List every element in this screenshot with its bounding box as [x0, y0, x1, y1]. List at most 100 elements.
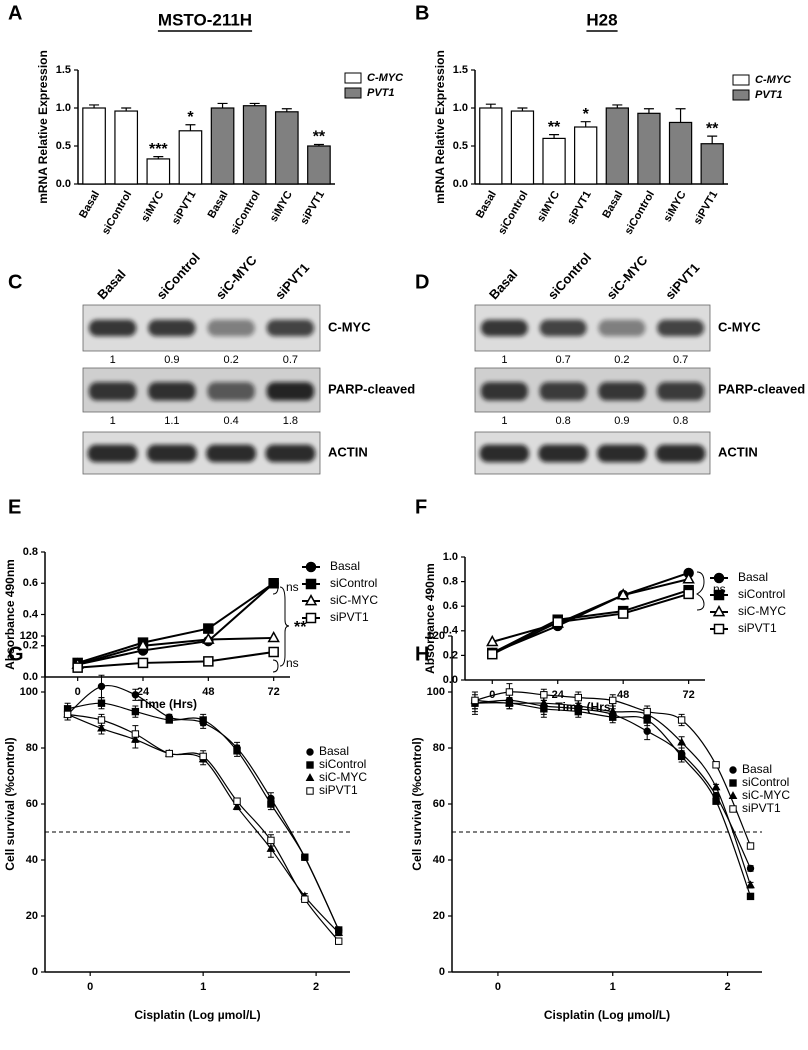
marker [131, 707, 140, 716]
blot-band [265, 444, 316, 463]
y-tick-label: 100 [427, 686, 445, 698]
bracket [272, 580, 290, 673]
legend-swatch [732, 89, 750, 101]
significance-label: *** [149, 141, 168, 158]
blot-band [148, 319, 196, 337]
y-tick-label: 0.0 [453, 178, 468, 190]
legend-label: siControl [330, 576, 377, 590]
y-tick-label: 1.5 [453, 64, 468, 76]
marker [137, 657, 149, 669]
y-axis-label: Absorbance 490nm [3, 559, 17, 670]
marker [268, 578, 279, 589]
line [491, 589, 689, 654]
error-bar [313, 143, 324, 146]
marker [267, 836, 275, 845]
error-bar [707, 135, 718, 144]
x-tick-label: 2 [313, 981, 319, 993]
band-quantification: 0.7 [283, 354, 298, 366]
band-quantification: 0.7 [673, 354, 688, 366]
legend-marker [305, 612, 317, 624]
x-tick-label: siPVT1 [692, 189, 721, 227]
marker [712, 761, 720, 769]
y-axis-label: Cell survival (%control) [410, 737, 424, 870]
x-tick-label: 1 [200, 981, 206, 993]
y-axis-label: Absorbance 490nm [423, 563, 437, 674]
legend-label: Basal [319, 744, 349, 758]
marker [136, 638, 150, 651]
marker [505, 698, 514, 707]
marker [199, 716, 207, 724]
marker [301, 853, 309, 861]
marker [232, 801, 242, 810]
x-tick-label: siMYC [268, 189, 295, 224]
marker [266, 843, 276, 852]
blot-band [206, 444, 257, 463]
band-quantification: 0.4 [223, 415, 238, 427]
legend-label: siControl [738, 587, 785, 601]
y-axis-label: Cell survival (%control) [3, 737, 17, 870]
significance-label: * [583, 106, 590, 123]
y-tick-label: 0.5 [453, 140, 468, 152]
marker [165, 749, 173, 758]
marker [301, 895, 309, 903]
x-tick-label: Basal [600, 189, 625, 220]
bar [307, 145, 331, 185]
legend-marker [306, 787, 314, 795]
legend-swatch [732, 74, 750, 86]
panel-letter: E [8, 496, 21, 518]
y-tick-label: 60 [26, 798, 38, 810]
marker [682, 572, 695, 584]
marker [573, 701, 583, 710]
marker [97, 716, 106, 724]
fit-curve [67, 713, 340, 942]
y-tick-label: 120 [427, 630, 445, 642]
marker [677, 716, 686, 724]
lane-label: siC-MYC [213, 252, 260, 302]
marker [616, 588, 630, 600]
marker [746, 892, 755, 901]
bar [178, 130, 203, 185]
panel-letter: G [8, 643, 24, 665]
y-tick-label: 40 [433, 854, 445, 866]
legend-label: Basal [742, 762, 772, 776]
blot-band [538, 444, 588, 463]
marker [746, 880, 755, 889]
error-bar [217, 102, 228, 108]
legend-label: siC-MYC [330, 593, 378, 607]
bar [114, 110, 139, 185]
line [491, 572, 689, 654]
significance-label: * [187, 109, 194, 126]
y-tick-label: 20 [433, 910, 445, 922]
legend-label: PVT1 [367, 87, 395, 99]
band-quantification: 1 [110, 415, 116, 427]
marker [131, 730, 140, 738]
marker [552, 616, 563, 628]
marker [471, 696, 479, 705]
blot-band [539, 382, 587, 401]
blot-band [480, 382, 528, 401]
legend-swatch [344, 72, 362, 84]
y-tick-label: 0.6 [443, 600, 458, 612]
marker [334, 927, 344, 936]
marker [609, 696, 617, 705]
band-quantification: 0.9 [614, 415, 629, 427]
y-tick-label: 0.6 [23, 577, 38, 589]
x-tick-label: 0 [87, 981, 93, 993]
panel-letter: F [415, 496, 427, 518]
x-tick-label: siMYC [661, 189, 688, 224]
y-tick-label: 60 [433, 798, 445, 810]
x-tick-label: 48 [202, 686, 214, 698]
y-tick-label: 0.2 [443, 649, 458, 661]
marker [505, 688, 514, 696]
marker [97, 699, 106, 707]
y-tick-label: 40 [26, 854, 38, 866]
x-axis-label: Cisplatin (Log µmol/L) [544, 1008, 670, 1022]
band-quantification: 1 [110, 354, 116, 366]
annotation: ns [286, 580, 299, 594]
blot-band [87, 444, 138, 463]
bar [146, 158, 171, 185]
band-quantification: 1 [501, 354, 507, 366]
fit-curve [67, 713, 340, 934]
marker [617, 608, 629, 619]
legend-label: PVT1 [755, 89, 783, 101]
